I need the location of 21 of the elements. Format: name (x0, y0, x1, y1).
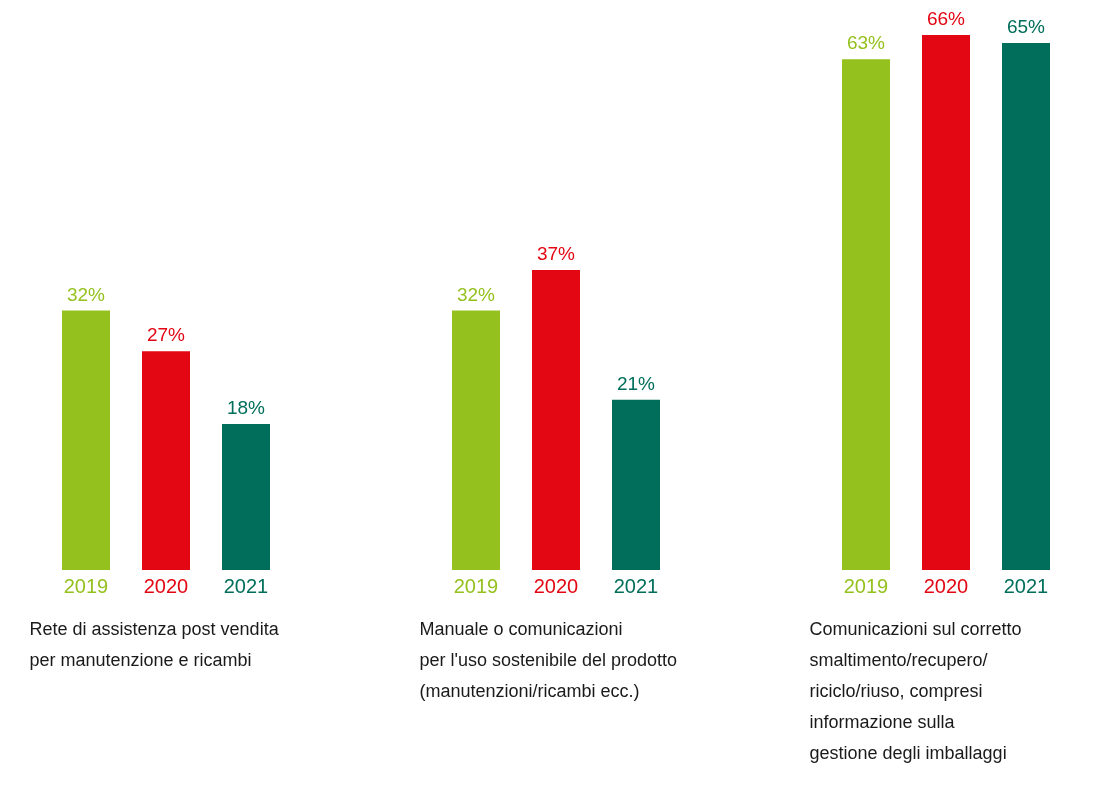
x-tick-label: 2020 (143, 574, 189, 597)
x-tick-label: 2019 (453, 574, 499, 597)
x-tick-label: 2019 (63, 574, 109, 597)
data-label: 27% (146, 324, 186, 346)
x-tick-label: 2020 (923, 574, 969, 597)
x-tick-label: 2021 (613, 574, 659, 597)
x-axis-title: Rete di assistenza post vendita per manutenzione e ricambi (29, 618, 280, 670)
data-label: 32% (456, 283, 496, 305)
data-label: 21% (616, 372, 656, 394)
data-label: 65% (1006, 16, 1046, 38)
x-tick-label: 2021 (223, 574, 269, 597)
data-label: 66% (926, 8, 966, 29)
x-axis-title: Comunicazioni sul corretto smaltimento/recupero/ riciclo/riuso, compresi informazione sulla gestione degli imballaggi (809, 618, 1022, 763)
data-label: 37% (536, 243, 576, 265)
x-tick-label: 2019 (843, 574, 889, 597)
x-axis-title: Manuale o comunicazioni per l'uso sostenibile del prodotto (manutenzioni/ricambi ecc.) (419, 618, 678, 701)
data-label: 32% (66, 283, 106, 305)
data-label: 63% (846, 32, 886, 54)
x-tick-label: 2020 (533, 574, 579, 597)
data-label: 18% (226, 397, 266, 419)
x-tick-label: 2021 (1003, 574, 1049, 597)
